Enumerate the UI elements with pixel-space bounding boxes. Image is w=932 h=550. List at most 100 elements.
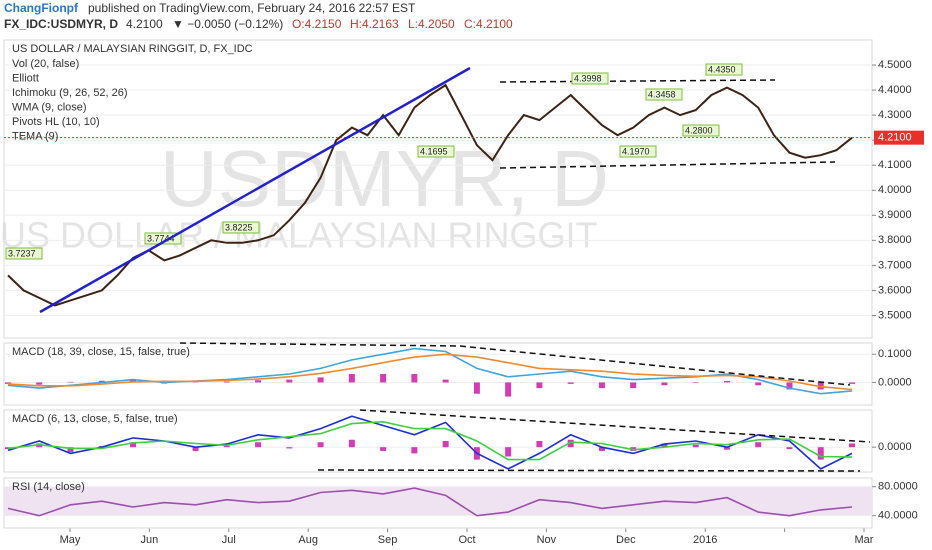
- macd2-support: [317, 469, 861, 472]
- y-tick-label: 4.5000: [878, 59, 912, 71]
- histogram-bar: [817, 447, 824, 460]
- histogram-bar: [67, 447, 74, 453]
- legend-line: TEMA (9): [12, 130, 58, 142]
- histogram-bar: [67, 381, 74, 383]
- annotation-box: [222, 221, 260, 234]
- histogram-bar: [317, 442, 324, 448]
- histogram-bar: [411, 374, 418, 383]
- histogram-bar: [786, 382, 793, 390]
- x-tick-label: Jun: [141, 534, 159, 546]
- y-tick-label: 3.5000: [878, 309, 912, 321]
- y-tick-label: 3.6000: [878, 284, 912, 296]
- histogram-bar: [598, 447, 605, 451]
- series-line: [7, 353, 853, 391]
- histogram-bar: [661, 382, 668, 386]
- histogram-bar: [255, 380, 262, 383]
- histogram-bar: [849, 382, 855, 384]
- annotation-box: [571, 72, 609, 85]
- legend-line: Ichimoku (9, 26, 52, 26): [12, 87, 128, 99]
- symbol: FX_IDC:USDMYR, D: [4, 17, 118, 31]
- histogram-bar: [255, 442, 262, 448]
- y-tick-label: 0.0000: [878, 441, 912, 453]
- histogram-bar: [380, 447, 387, 451]
- macd-trend: [459, 345, 851, 386]
- annotation-box: [645, 88, 683, 101]
- histogram-bar: [692, 382, 699, 384]
- histogram-bar: [505, 447, 512, 457]
- annotation: 4.3458: [648, 89, 676, 99]
- watermark-sub: US DOLLAR / MALAYSIAN RINGGIT: [0, 215, 597, 256]
- y-tick-label: 40.0000: [878, 510, 918, 522]
- annotation-box: [682, 124, 720, 137]
- author: ChangFionpf: [4, 1, 79, 15]
- x-tick-label: May: [60, 534, 81, 546]
- y-tick-label: 4.0000: [878, 184, 912, 196]
- pane: [3, 39, 873, 339]
- x-tick-label: Oct: [458, 534, 475, 546]
- histogram-bar: [348, 374, 355, 383]
- histogram-bar: [536, 441, 543, 448]
- histogram-bar: [505, 382, 512, 397]
- y-tick-label: 4.1000: [878, 159, 912, 171]
- y-tick-label: 4.4000: [878, 84, 912, 96]
- histogram-bar: [286, 379, 293, 383]
- annotation: 3.8225: [225, 222, 253, 232]
- legend-line: WMA (9, close): [12, 101, 87, 113]
- histogram-bar: [849, 443, 855, 448]
- pane-title: MACD (6, 13, close, 5, false, true): [12, 413, 178, 425]
- series-line: [7, 487, 853, 517]
- y-tick-label: 80.0000: [878, 481, 918, 493]
- histogram-bar: [723, 381, 730, 383]
- legend-line: Elliott: [12, 72, 39, 84]
- resistance-line: [499, 79, 776, 83]
- annotation: 4.4350: [708, 64, 736, 74]
- x-tick-label: Jul: [222, 534, 236, 546]
- histogram-bar: [130, 442, 137, 448]
- annotation: 4.1970: [622, 146, 650, 156]
- annotation: 3.7237: [8, 248, 36, 258]
- trend-line: [39, 66, 471, 314]
- pane-title: MACD (18, 39, close, 15, false, true): [12, 346, 190, 358]
- histogram-bar: [755, 382, 762, 386]
- macd-trend: [179, 342, 461, 347]
- pane-title: RSI (14, close): [12, 481, 85, 493]
- histogram-bar: [348, 439, 355, 448]
- change: ▼ −0.0050 (−0.12%): [172, 17, 283, 31]
- x-tick-label: Sep: [378, 534, 398, 546]
- histogram-bar: [223, 445, 230, 448]
- y-tick-label: 4.3000: [878, 109, 912, 121]
- histogram-bar: [536, 382, 543, 389]
- support-line: [499, 161, 836, 169]
- legend-line: Pivots HL (10, 10): [12, 116, 100, 128]
- annotation-box: [705, 63, 743, 76]
- x-tick-label: Aug: [298, 534, 318, 546]
- price-tag: [874, 130, 924, 145]
- watermark: USDMYR, D: [160, 134, 609, 223]
- annotation-box: [417, 145, 455, 158]
- histogram-bar: [380, 374, 387, 383]
- y-tick-label: 0.0000: [878, 376, 912, 388]
- x-tick-label: Dec: [616, 534, 636, 546]
- histogram-bar: [630, 382, 637, 389]
- histogram-bar: [442, 441, 449, 448]
- high: H:4.2163: [350, 17, 399, 31]
- histogram-bar: [755, 442, 762, 448]
- pane: [3, 409, 873, 473]
- annotation: 3.7744: [147, 233, 175, 243]
- last: 4.2100: [126, 17, 163, 31]
- histogram-bar: [567, 382, 574, 384]
- published: published on TradingView.com, February 2…: [88, 1, 416, 15]
- close: C:4.2100: [464, 17, 513, 31]
- annotation: 4.1695: [420, 146, 448, 156]
- pane: [3, 342, 873, 406]
- annotation-box: [619, 145, 657, 158]
- x-tick-label: Mar: [855, 534, 874, 546]
- histogram-bar: [317, 377, 324, 383]
- histogram-bar: [598, 382, 605, 389]
- histogram-bar: [411, 447, 418, 454]
- legend-line: Vol (20, false): [12, 58, 79, 70]
- annotation-box: [144, 232, 182, 245]
- y-tick-label: 3.8000: [878, 234, 912, 246]
- histogram-bar: [723, 447, 730, 450]
